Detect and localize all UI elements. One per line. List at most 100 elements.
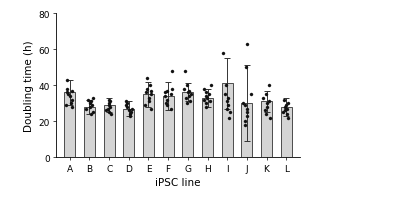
Point xyxy=(124,102,130,105)
Point xyxy=(280,99,287,102)
Bar xyxy=(143,95,154,158)
Point xyxy=(181,88,188,91)
Point xyxy=(184,84,190,87)
Point xyxy=(87,102,94,105)
Point xyxy=(128,111,134,114)
Point xyxy=(63,79,70,82)
Point xyxy=(222,84,229,87)
Point xyxy=(266,84,272,87)
Point xyxy=(90,97,96,100)
Bar xyxy=(202,98,213,158)
Point xyxy=(144,88,150,91)
Point xyxy=(126,109,132,113)
X-axis label: iPSC line: iPSC line xyxy=(155,177,201,187)
Bar xyxy=(182,93,193,158)
Point xyxy=(164,99,170,102)
Point xyxy=(244,43,250,46)
Point xyxy=(183,97,189,100)
Point xyxy=(242,124,248,127)
Point xyxy=(69,106,75,109)
Point xyxy=(69,90,75,93)
Point xyxy=(187,100,194,104)
Point xyxy=(126,113,133,116)
Point xyxy=(105,107,111,111)
Point xyxy=(266,100,272,104)
Point xyxy=(162,102,169,105)
Point xyxy=(285,117,291,120)
Point xyxy=(225,104,231,107)
Point xyxy=(284,102,291,105)
Bar xyxy=(64,93,75,158)
Point xyxy=(106,111,113,114)
Point xyxy=(68,102,74,105)
Point xyxy=(227,111,233,114)
Point xyxy=(127,115,133,118)
Point xyxy=(103,109,110,113)
Point xyxy=(185,90,192,93)
Point xyxy=(124,106,130,109)
Point xyxy=(284,107,290,111)
Point xyxy=(146,97,152,100)
Point xyxy=(168,93,174,96)
Bar xyxy=(222,84,233,158)
Bar xyxy=(84,107,95,158)
Point xyxy=(201,99,207,102)
Point xyxy=(89,104,95,107)
Point xyxy=(264,106,270,109)
Point xyxy=(108,113,114,116)
Point xyxy=(224,100,230,104)
Point xyxy=(148,90,154,93)
Point xyxy=(242,120,248,123)
Point xyxy=(106,102,112,105)
Point xyxy=(168,88,175,91)
Point xyxy=(267,117,274,120)
Point xyxy=(204,97,210,100)
Y-axis label: Doubling time (h): Doubling time (h) xyxy=(24,40,34,132)
Point xyxy=(107,100,113,104)
Point xyxy=(88,113,94,116)
Point xyxy=(164,90,170,93)
Point xyxy=(82,107,89,111)
Point xyxy=(184,102,191,105)
Point xyxy=(260,97,266,100)
Point xyxy=(222,93,228,96)
Point xyxy=(262,109,268,113)
Point xyxy=(106,99,112,102)
Bar xyxy=(123,109,134,158)
Point xyxy=(68,99,75,102)
Point xyxy=(106,104,112,107)
Point xyxy=(169,70,175,73)
Point xyxy=(283,104,290,107)
Point xyxy=(147,84,154,87)
Point xyxy=(90,111,96,114)
Point xyxy=(146,100,153,104)
Bar xyxy=(104,106,114,158)
Point xyxy=(185,91,191,95)
Point xyxy=(148,107,154,111)
Point xyxy=(263,93,270,96)
Point xyxy=(63,104,69,107)
Bar xyxy=(261,102,272,158)
Point xyxy=(284,113,290,116)
Point xyxy=(88,100,94,104)
Point xyxy=(86,106,93,109)
Point xyxy=(203,106,209,109)
Point xyxy=(282,109,288,113)
Point xyxy=(162,91,169,95)
Point xyxy=(168,107,174,111)
Point xyxy=(181,70,188,73)
Point xyxy=(225,97,231,100)
Point xyxy=(142,104,148,107)
Point xyxy=(206,100,213,104)
Point xyxy=(240,102,247,105)
Point xyxy=(220,52,227,55)
Point xyxy=(282,106,288,109)
Point xyxy=(244,111,250,114)
Point xyxy=(186,95,192,98)
Point xyxy=(244,115,250,118)
Point xyxy=(264,102,270,105)
Point xyxy=(242,66,249,69)
Point xyxy=(164,104,170,107)
Point xyxy=(226,117,232,120)
Point xyxy=(122,100,129,104)
